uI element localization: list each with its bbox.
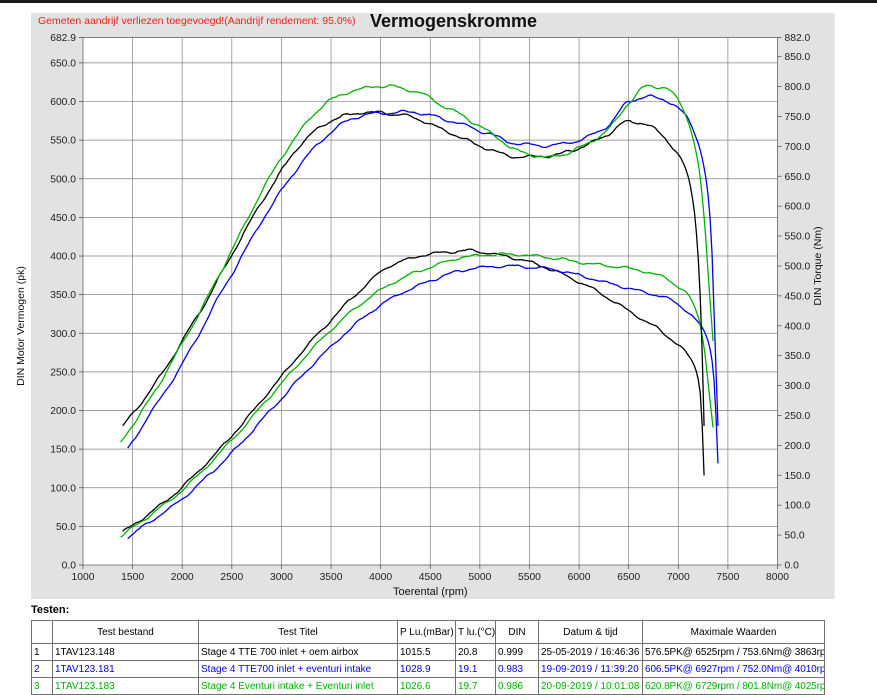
svg-text:2000: 2000 bbox=[171, 572, 194, 583]
svg-text:450.0: 450.0 bbox=[785, 291, 811, 302]
svg-text:300.0: 300.0 bbox=[50, 329, 76, 340]
svg-text:882.0: 882.0 bbox=[785, 33, 811, 44]
svg-text:682.9: 682.9 bbox=[50, 33, 76, 44]
svg-text:50.0: 50.0 bbox=[56, 522, 76, 533]
svg-text:200.0: 200.0 bbox=[785, 441, 811, 452]
svg-text:7000: 7000 bbox=[667, 572, 690, 583]
svg-text:0.0: 0.0 bbox=[785, 561, 800, 572]
svg-text:4000: 4000 bbox=[369, 572, 392, 583]
svg-text:6500: 6500 bbox=[617, 572, 640, 583]
svg-text:3000: 3000 bbox=[270, 572, 293, 583]
svg-text:650.0: 650.0 bbox=[785, 172, 811, 183]
svg-text:800.0: 800.0 bbox=[785, 82, 811, 93]
svg-text:850.0: 850.0 bbox=[785, 52, 811, 63]
svg-text:250.0: 250.0 bbox=[785, 411, 811, 422]
svg-text:600.0: 600.0 bbox=[785, 202, 811, 213]
svg-text:1500: 1500 bbox=[121, 572, 144, 583]
svg-text:5500: 5500 bbox=[518, 572, 541, 583]
svg-text:Toerental (rpm): Toerental (rpm) bbox=[393, 586, 468, 598]
svg-text:2500: 2500 bbox=[220, 572, 243, 583]
svg-text:750.0: 750.0 bbox=[785, 112, 811, 123]
svg-text:3500: 3500 bbox=[320, 572, 343, 583]
svg-text:350.0: 350.0 bbox=[50, 290, 76, 301]
svg-text:100.0: 100.0 bbox=[50, 483, 76, 494]
svg-text:300.0: 300.0 bbox=[785, 381, 811, 392]
svg-text:500.0: 500.0 bbox=[50, 174, 76, 185]
svg-text:4500: 4500 bbox=[419, 572, 442, 583]
svg-text:550.0: 550.0 bbox=[785, 232, 811, 243]
svg-text:500.0: 500.0 bbox=[785, 261, 811, 272]
svg-text:DIN Torque (Nm): DIN Torque (Nm) bbox=[812, 226, 824, 305]
svg-text:150.0: 150.0 bbox=[50, 445, 76, 456]
svg-text:50.0: 50.0 bbox=[785, 531, 805, 542]
svg-text:600.0: 600.0 bbox=[50, 97, 76, 108]
svg-text:100.0: 100.0 bbox=[785, 501, 811, 512]
svg-text:650.0: 650.0 bbox=[50, 58, 76, 69]
svg-text:350.0: 350.0 bbox=[785, 351, 811, 362]
svg-text:700.0: 700.0 bbox=[785, 142, 811, 153]
svg-text:0.0: 0.0 bbox=[62, 561, 77, 572]
svg-text:1000: 1000 bbox=[72, 572, 95, 583]
svg-text:400.0: 400.0 bbox=[785, 321, 811, 332]
svg-text:400.0: 400.0 bbox=[50, 252, 76, 263]
svg-text:200.0: 200.0 bbox=[50, 406, 76, 417]
svg-text:DIN Motor Vermogen (pk): DIN Motor Vermogen (pk) bbox=[15, 266, 27, 386]
svg-text:8000: 8000 bbox=[766, 572, 789, 583]
svg-text:250.0: 250.0 bbox=[50, 367, 76, 378]
svg-text:7500: 7500 bbox=[716, 572, 739, 583]
svg-text:6000: 6000 bbox=[568, 572, 591, 583]
svg-text:550.0: 550.0 bbox=[50, 136, 76, 147]
svg-text:5000: 5000 bbox=[468, 572, 491, 583]
svg-text:150.0: 150.0 bbox=[785, 471, 811, 482]
svg-text:450.0: 450.0 bbox=[50, 213, 76, 224]
